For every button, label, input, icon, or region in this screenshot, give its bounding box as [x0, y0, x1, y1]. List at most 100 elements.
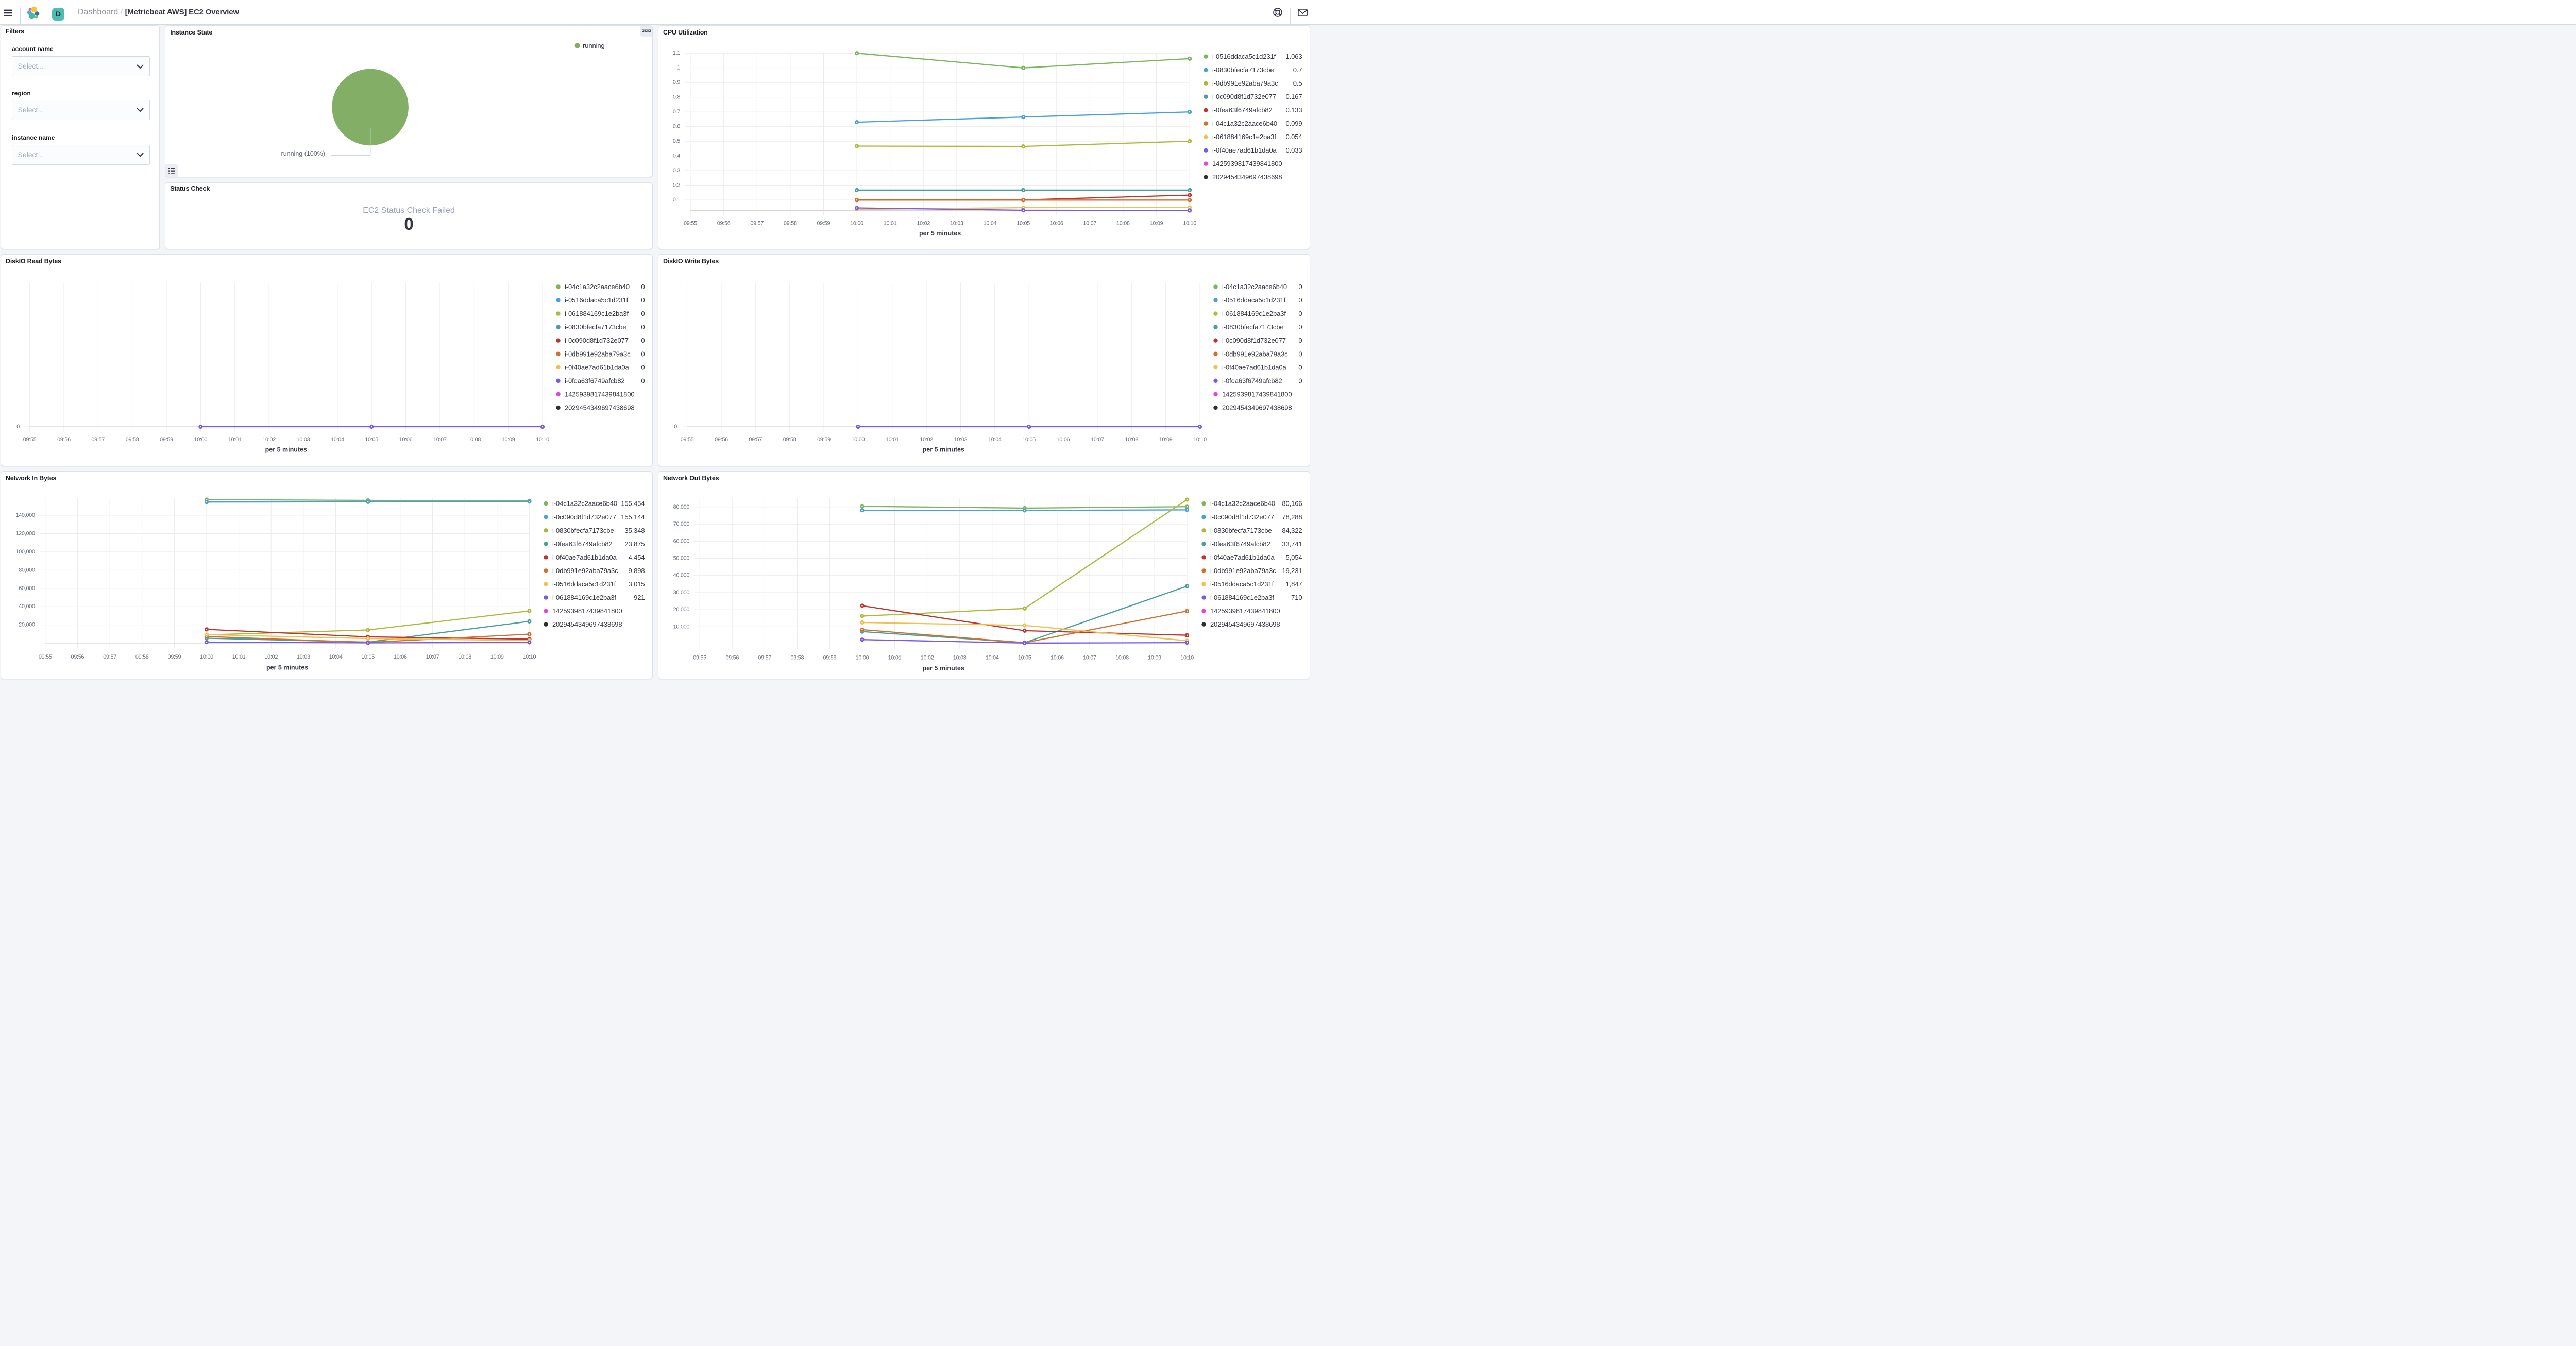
- svg-text:20,000: 20,000: [19, 621, 35, 628]
- svg-text:i-0830bfecfa7173cbe: i-0830bfecfa7173cbe: [1222, 323, 1284, 331]
- svg-text:10:06: 10:06: [393, 654, 406, 660]
- svg-text:10:00: 10:00: [851, 436, 865, 443]
- svg-text:10:09: 10:09: [1159, 436, 1172, 443]
- svg-text:i-0516ddaca5c1d231f: i-0516ddaca5c1d231f: [552, 580, 616, 588]
- svg-text:80,000: 80,000: [673, 503, 689, 510]
- svg-text:09:55: 09:55: [38, 654, 52, 660]
- svg-text:10:05: 10:05: [1016, 220, 1030, 226]
- svg-text:33,741: 33,741: [1282, 540, 1302, 547]
- svg-text:120,000: 120,000: [15, 530, 35, 536]
- svg-text:10:03: 10:03: [953, 654, 966, 661]
- svg-text:10:05: 10:05: [1022, 436, 1036, 443]
- svg-text:0.5: 0.5: [672, 138, 680, 144]
- svg-text:0: 0: [674, 424, 677, 430]
- svg-text:0.5: 0.5: [1293, 79, 1302, 87]
- svg-text:running: running: [583, 42, 605, 49]
- svg-text:i-0830bfecfa7173cbe: i-0830bfecfa7173cbe: [1212, 66, 1274, 74]
- svg-text:per 5 minutes: per 5 minutes: [265, 446, 307, 453]
- svg-text:10:01: 10:01: [228, 436, 241, 443]
- svg-text:0.9: 0.9: [672, 79, 680, 86]
- svg-text:1425939817439841800: 1425939817439841800: [1212, 160, 1282, 167]
- svg-text:09:55: 09:55: [684, 220, 697, 226]
- svg-text:10:01: 10:01: [883, 220, 896, 226]
- svg-text:10:02: 10:02: [917, 220, 930, 226]
- svg-text:10:00: 10:00: [200, 654, 213, 660]
- svg-text:10:03: 10:03: [954, 436, 967, 443]
- svg-text:i-0f40ae7ad61b1da0a: i-0f40ae7ad61b1da0a: [1222, 363, 1286, 371]
- svg-text:10:07: 10:07: [433, 436, 447, 443]
- svg-text:i-0f40ae7ad61b1da0a: i-0f40ae7ad61b1da0a: [1210, 553, 1275, 561]
- svg-text:i-04c1a32c2aace6b40: i-04c1a32c2aace6b40: [552, 499, 617, 507]
- svg-text:40,000: 40,000: [19, 603, 35, 610]
- svg-text:70,000: 70,000: [673, 521, 689, 527]
- svg-text:0: 0: [1298, 363, 1302, 371]
- svg-text:10:03: 10:03: [297, 654, 310, 660]
- svg-text:2029454349697438698: 2029454349697438698: [1212, 173, 1282, 181]
- svg-text:921: 921: [634, 594, 645, 601]
- svg-text:78,288: 78,288: [1282, 513, 1302, 520]
- svg-text:09:59: 09:59: [817, 436, 831, 443]
- svg-text:10:02: 10:02: [262, 436, 276, 443]
- svg-text:i-0fea63f6749afcb82: i-0fea63f6749afcb82: [1212, 106, 1273, 114]
- svg-text:10,000: 10,000: [673, 624, 689, 630]
- svg-text:10:07: 10:07: [1091, 436, 1104, 443]
- svg-text:0: 0: [1298, 310, 1302, 317]
- svg-text:10:04: 10:04: [983, 220, 996, 226]
- svg-text:0: 0: [1298, 377, 1302, 384]
- svg-text:10:08: 10:08: [1115, 654, 1129, 661]
- svg-text:10:06: 10:06: [1050, 654, 1063, 661]
- svg-text:i-0f40ae7ad61b1da0a: i-0f40ae7ad61b1da0a: [1212, 146, 1277, 154]
- svg-text:0: 0: [1298, 350, 1302, 358]
- svg-text:09:56: 09:56: [717, 220, 730, 226]
- svg-text:i-0db991e92aba79a3c: i-0db991e92aba79a3c: [1212, 79, 1278, 87]
- svg-text:10:09: 10:09: [1148, 654, 1161, 661]
- svg-text:running (100%): running (100%): [281, 150, 325, 157]
- svg-text:i-04c1a32c2aace6b40: i-04c1a32c2aace6b40: [1210, 499, 1275, 507]
- svg-text:10:10: 10:10: [1180, 654, 1194, 661]
- svg-text:10:07: 10:07: [426, 654, 439, 660]
- svg-text:0.8: 0.8: [672, 94, 680, 100]
- svg-text:10:00: 10:00: [850, 220, 863, 226]
- svg-text:60,000: 60,000: [673, 538, 689, 544]
- svg-text:1425939817439841800: 1425939817439841800: [1210, 607, 1280, 615]
- svg-text:0.7: 0.7: [1293, 66, 1302, 74]
- svg-text:10:03: 10:03: [950, 220, 963, 226]
- svg-text:0: 0: [641, 296, 645, 304]
- svg-text:0.4: 0.4: [672, 153, 680, 159]
- svg-text:09:55: 09:55: [680, 436, 693, 443]
- svg-text:09:56: 09:56: [725, 654, 739, 661]
- svg-text:i-0516ddaca5c1d231f: i-0516ddaca5c1d231f: [1222, 296, 1286, 304]
- svg-text:1.1: 1.1: [672, 50, 680, 56]
- svg-text:80,000: 80,000: [19, 567, 35, 573]
- svg-text:2029454349697438698: 2029454349697438698: [552, 620, 622, 628]
- svg-text:09:56: 09:56: [71, 654, 84, 660]
- svg-text:10:10: 10:10: [536, 436, 549, 443]
- svg-text:i-0c090d8f1d732e077: i-0c090d8f1d732e077: [552, 513, 616, 520]
- svg-text:0: 0: [641, 377, 645, 384]
- svg-text:30,000: 30,000: [673, 589, 689, 595]
- svg-text:i-0c090d8f1d732e077: i-0c090d8f1d732e077: [1210, 513, 1274, 520]
- svg-text:0: 0: [1298, 283, 1302, 291]
- svg-text:50,000: 50,000: [673, 555, 689, 561]
- svg-text:i-0fea63f6749afcb82: i-0fea63f6749afcb82: [1210, 540, 1270, 547]
- svg-text:10:07: 10:07: [1083, 654, 1096, 661]
- svg-text:i-04c1a32c2aace6b40: i-04c1a32c2aace6b40: [565, 283, 630, 291]
- svg-text:09:56: 09:56: [715, 436, 728, 443]
- svg-text:per 5 minutes: per 5 minutes: [266, 664, 308, 671]
- svg-text:10:04: 10:04: [329, 654, 342, 660]
- svg-text:2029454349697438698: 2029454349697438698: [1222, 403, 1292, 411]
- svg-text:20,000: 20,000: [673, 607, 689, 613]
- svg-text:19,231: 19,231: [1282, 566, 1302, 574]
- svg-text:i-0fea63f6749afcb82: i-0fea63f6749afcb82: [1222, 377, 1282, 384]
- svg-text:10:03: 10:03: [296, 436, 310, 443]
- svg-text:0: 0: [16, 424, 20, 430]
- svg-text:i-0830bfecfa7173cbe: i-0830bfecfa7173cbe: [552, 526, 614, 534]
- svg-text:i-0830bfecfa7173cbe: i-0830bfecfa7173cbe: [565, 323, 626, 331]
- svg-text:i-061884169c1e2ba3f: i-061884169c1e2ba3f: [1210, 594, 1274, 601]
- svg-text:i-04c1a32c2aace6b40: i-04c1a32c2aace6b40: [1212, 120, 1277, 127]
- svg-text:10:06: 10:06: [399, 436, 412, 443]
- svg-text:10:00: 10:00: [855, 654, 869, 661]
- svg-text:i-0516ddaca5c1d231f: i-0516ddaca5c1d231f: [1212, 53, 1276, 60]
- svg-text:0.7: 0.7: [672, 109, 680, 115]
- svg-text:per 5 minutes: per 5 minutes: [919, 230, 960, 237]
